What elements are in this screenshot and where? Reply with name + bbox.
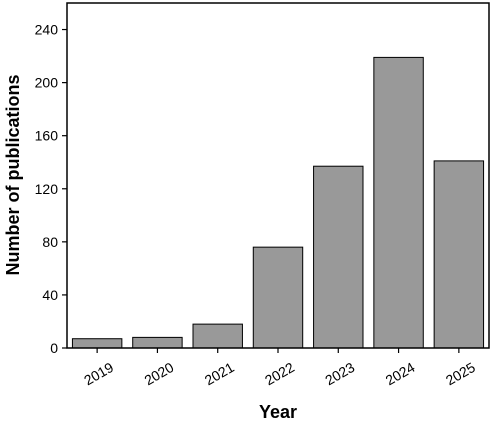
x-tick-label: 2021	[202, 359, 237, 389]
bar-2024	[373, 56, 424, 349]
y-tick-label: 240	[35, 22, 59, 38]
y-axis-title: Number of publications	[3, 74, 23, 275]
bar-2025	[433, 160, 485, 349]
plot-frame	[66, 2, 490, 349]
x-axis-ticks: 2019 2020 2021 2022 2023 2024 2025	[81, 348, 478, 388]
bar-2022	[252, 246, 304, 349]
bar-2023	[313, 165, 364, 349]
x-tick-label: 2024	[383, 359, 418, 389]
y-tick-label: 0	[50, 340, 58, 356]
bar-2020	[132, 336, 183, 349]
x-tick-label: 2023	[322, 359, 357, 389]
x-tick-label: 2025	[443, 359, 478, 389]
bar-2019	[71, 338, 123, 349]
y-tick-label: 80	[42, 234, 58, 250]
x-tick-label: 2022	[262, 359, 297, 389]
x-tick-label: 2019	[81, 359, 116, 389]
y-axis-ticks: 0 40 80 120 160 200 240	[35, 22, 67, 356]
bar-2021	[192, 323, 243, 349]
bars-group	[71, 56, 485, 349]
y-tick-label: 40	[42, 287, 58, 303]
y-tick-label: 120	[35, 181, 59, 197]
y-tick-label: 200	[35, 75, 59, 91]
x-tick-label: 2020	[141, 359, 176, 389]
y-tick-label: 160	[35, 128, 59, 144]
x-axis-title: Year	[259, 402, 297, 422]
